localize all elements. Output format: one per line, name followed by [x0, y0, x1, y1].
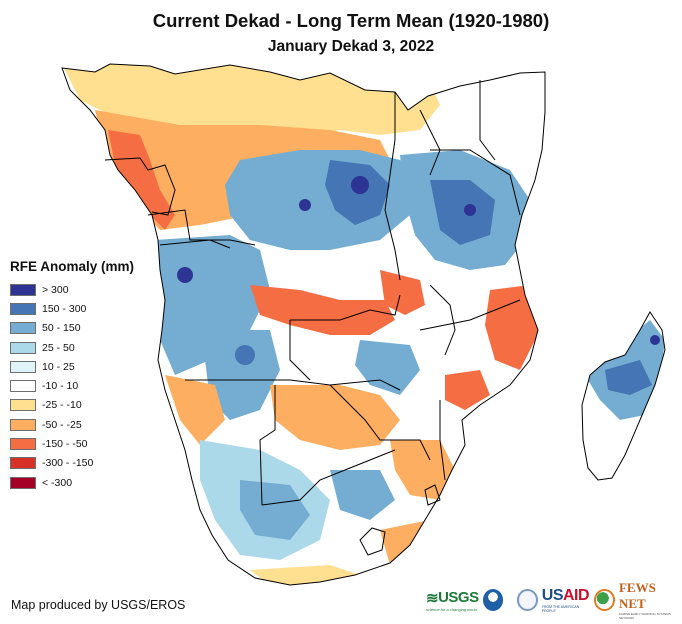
- legend-swatch: [10, 283, 36, 296]
- usgs-logo-text: USGS: [438, 589, 479, 606]
- border-drc-east: [384, 92, 401, 281]
- legend-swatch: [10, 380, 36, 393]
- legend-item: > 300: [10, 280, 134, 299]
- border-malawi: [429, 284, 456, 356]
- madagascar-strong-wet: [605, 360, 652, 395]
- legend-title: RFE Anomaly (mm): [10, 259, 135, 274]
- border-mozambique-zimbabwe: [439, 400, 446, 481]
- legend-label: 150 - 300: [42, 302, 87, 315]
- south-africa-wet-zone: [240, 480, 310, 540]
- legend-item: -10 - 10: [10, 376, 134, 395]
- usaid-seal-icon: [517, 589, 538, 611]
- legend-item: < -300: [10, 473, 134, 492]
- extreme-wet-cell: [464, 204, 476, 216]
- border-mozambique-tanzania: [419, 299, 521, 331]
- legend-item: 10 - 25: [10, 357, 134, 376]
- fewsnet-logo-text: FEWS NET: [618, 580, 656, 611]
- legend-swatch: [10, 457, 36, 470]
- usgs-wave-icon: ≋: [426, 589, 439, 607]
- partner-logos: ≋ USGS science for a changing world USAID…: [426, 580, 682, 620]
- extreme-wet-cell: [650, 335, 660, 345]
- legend-label: 10 - 25: [42, 360, 75, 373]
- legend-item: -50 - -25: [10, 415, 134, 434]
- legend-swatch: [10, 322, 36, 335]
- usaid-tagline: FROM THE AMERICAN PEOPLE: [541, 605, 580, 613]
- legend-items: > 300 150 - 300 50 - 150 25 - 50 10 - 25 -10 …: [10, 280, 134, 492]
- legend-label: -25 - -10: [42, 399, 82, 412]
- usaid-us-text: US: [541, 587, 564, 604]
- northeast-south-africa-dry: [390, 440, 455, 500]
- legend-swatch: [10, 438, 36, 451]
- legend-label: > 300: [42, 283, 69, 296]
- legend-item: 50 - 150: [10, 319, 134, 338]
- legend-swatch: [10, 302, 36, 315]
- border-congo-drc: [147, 209, 256, 246]
- strong-wet-cell: [235, 345, 255, 365]
- free-state-wet-zone: [330, 470, 395, 520]
- legend-item: -25 - -10: [10, 396, 134, 415]
- tanzania-strong-wet-zone: [430, 180, 495, 245]
- mozambique-central-strong-dry: [445, 370, 490, 410]
- border-namibia-botswana: [259, 385, 276, 506]
- madagascar-anomaly-layer: [582, 312, 665, 480]
- legend-swatch: [10, 476, 36, 489]
- map-title: Current Dekad - Long Term Mean (1920-198…: [152, 10, 550, 31]
- border-lesotho: [359, 527, 386, 556]
- usaid-logo: USAID FROM THE AMERICAN PEOPLE: [542, 587, 591, 613]
- fewsnet-logo: FEWS NET FAMINE EARLY WARNING SYSTEMS NE…: [619, 580, 682, 620]
- border-cameroon-gabon: [104, 157, 176, 216]
- anomaly-map: [61, 63, 666, 586]
- angola-south-wet-zone: [205, 330, 280, 420]
- northern-zambia-strong-dry: [380, 270, 425, 315]
- border-angola-zambia: [289, 320, 311, 381]
- extreme-wet-cell: [351, 176, 369, 194]
- legend-label: 50 - 150: [42, 322, 81, 335]
- legend-item: -150 - -50: [10, 434, 134, 453]
- border-botswana-zimbabwe: [329, 384, 431, 461]
- extreme-wet-cell: [299, 199, 311, 211]
- legend-label: -10 - 10: [42, 380, 79, 393]
- coastal-strong-dry-zone: [108, 130, 175, 230]
- fews-globe-icon: [594, 589, 615, 611]
- legend-swatch: [10, 399, 36, 412]
- legend-label: -50 - -25: [42, 418, 82, 431]
- legend-swatch: [10, 418, 36, 431]
- mozambique-north-strong-dry: [485, 285, 540, 370]
- fewsnet-tagline: FAMINE EARLY WARNING SYSTEMS NETWORK: [618, 612, 671, 620]
- border-zambia-drc: [290, 294, 401, 321]
- botswana-dry-zone: [270, 385, 400, 450]
- legend-swatch: [10, 341, 36, 354]
- noaa-logo-icon: [482, 589, 504, 611]
- legend-item: -300 - -150: [10, 454, 134, 473]
- legend-swatch: [10, 360, 36, 373]
- usgs-logo: ≋ USGS science for a changing world: [426, 589, 479, 612]
- map-credit: Map produced by USGS/EROS: [11, 598, 186, 612]
- usaid-aid-text: AID: [563, 587, 590, 604]
- legend-item: 150 - 300: [10, 299, 134, 318]
- legend: RFE Anomaly (mm) > 300 150 - 300 50 - 150 2…: [10, 259, 134, 492]
- map-subtitle: January Dekad 3, 2022: [267, 38, 435, 55]
- extreme-wet-cell: [177, 267, 193, 283]
- border-south-africa-botswana: [261, 449, 396, 506]
- legend-label: -300 - -150: [42, 457, 94, 470]
- country-borders: [61, 63, 666, 586]
- usgs-tagline: science for a changing world: [426, 606, 477, 612]
- legend-label: < -300: [42, 476, 73, 489]
- legend-label: 25 - 50: [42, 341, 75, 354]
- border-kenya-tanzania: [430, 149, 521, 216]
- namibia-coast-dry: [165, 375, 225, 445]
- border-kenya-somalia: [479, 80, 496, 161]
- legend-item: 25 - 50: [10, 338, 134, 357]
- legend-label: -150 - -50: [42, 438, 88, 451]
- zambia-angola-strong-dry-band: [250, 285, 395, 335]
- border-angola-drc-north: [159, 239, 231, 249]
- madagascar-coastline: [581, 311, 666, 481]
- border-eswatini: [424, 484, 441, 506]
- mainland-anomaly-layer: [62, 64, 545, 585]
